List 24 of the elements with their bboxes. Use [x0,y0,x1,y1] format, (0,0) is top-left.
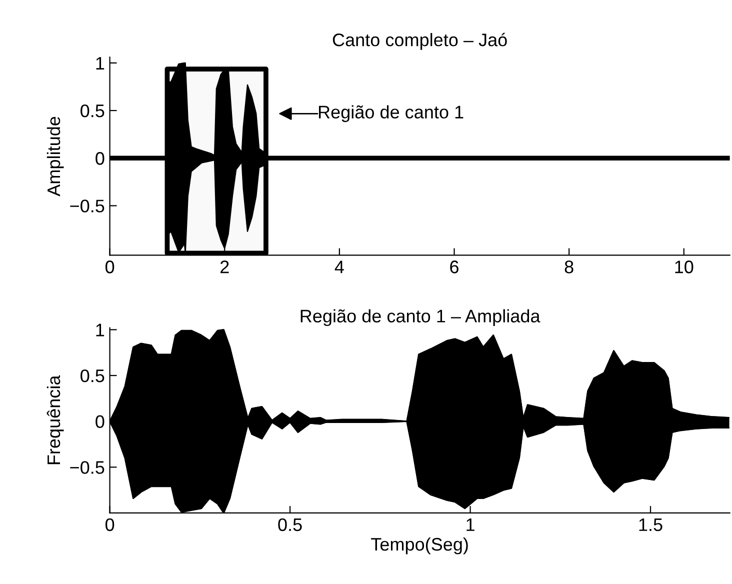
annotation: Região de canto 1 [318,105,464,122]
x-tick-label: 0 [105,260,114,274]
y-tick-label: 0 [96,415,104,428]
y-tick-label: 0.5 [80,104,104,118]
x-tick-label: 8 [564,260,574,274]
x-tick-label: 1 [466,518,474,531]
x-tick-label: 1.5 [639,518,662,532]
y-axis-title: Amplitude [46,116,64,196]
y-tick-label: 1 [96,324,104,336]
y-tick-label: 0.5 [80,369,104,382]
x-tick-label: 4 [334,260,344,274]
x-tick-label: 10 [675,260,694,274]
chart-title: Canto completo – Jaó [332,32,507,50]
chart-title: Região de canto 1 – Ampliada [300,309,540,326]
y-tick-label: 0 [96,152,104,165]
x-axis-title: Tempo(Seg) [371,537,468,554]
x-tick-label: 6 [450,260,458,274]
x-tick-label: 0.5 [278,518,302,532]
y-tick-label: −0.5 [70,461,104,474]
y-axis-title: Frequência [46,375,64,464]
x-tick-label: 2 [220,260,229,274]
y-tick-label: 1 [96,57,104,70]
y-tick-label: −0.5 [70,200,104,212]
x-tick-label: 0 [105,518,114,532]
